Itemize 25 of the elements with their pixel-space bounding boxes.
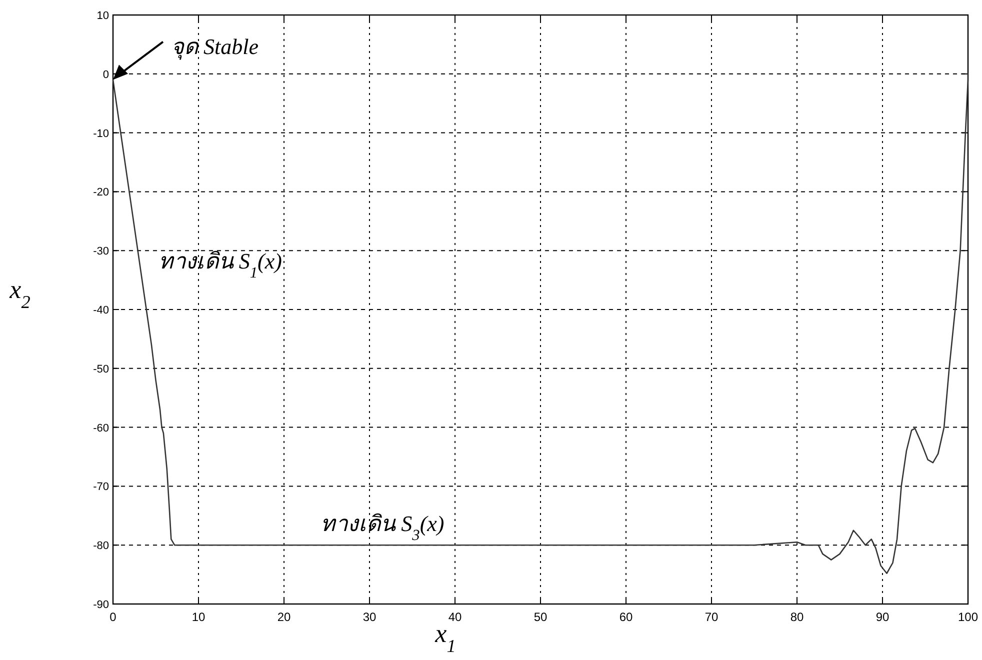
y-tick-label: -40 — [93, 304, 109, 316]
x-tick-label: 60 — [619, 610, 633, 624]
y-tick-label: 0 — [102, 68, 109, 81]
annotation: จุด Stable — [171, 34, 259, 60]
annotation: ทางเดิน S$_{1}$(x) — [158, 248, 282, 281]
x-tick-label: 10 — [192, 610, 206, 624]
x-tick-label: 90 — [876, 610, 890, 624]
x-tick-label: 40 — [448, 610, 462, 624]
y-tick-label: -10 — [93, 128, 109, 140]
x-tick-label: 30 — [362, 610, 376, 624]
y-tick-label: -50 — [93, 363, 109, 376]
x-tick-label: 20 — [277, 610, 291, 624]
y-tick-label: -80 — [93, 540, 109, 552]
y-tick-label: -60 — [93, 422, 109, 434]
x-tick-label: 100 — [958, 610, 978, 624]
x-tick-label: 70 — [704, 610, 718, 624]
y-tick-label: 10 — [96, 10, 109, 22]
x-tick-label: 50 — [534, 610, 548, 624]
y-axis-title: x$_{2}$ — [8, 275, 30, 312]
y-tick-label: -70 — [93, 481, 109, 494]
y-tick-label: -90 — [93, 599, 109, 611]
y-tick-label: -30 — [93, 246, 109, 258]
y-tick-label: -20 — [93, 186, 109, 199]
annotation: ทางเดิน S$_{3}$(x) — [320, 511, 444, 544]
x-tick-label: 80 — [790, 610, 804, 624]
